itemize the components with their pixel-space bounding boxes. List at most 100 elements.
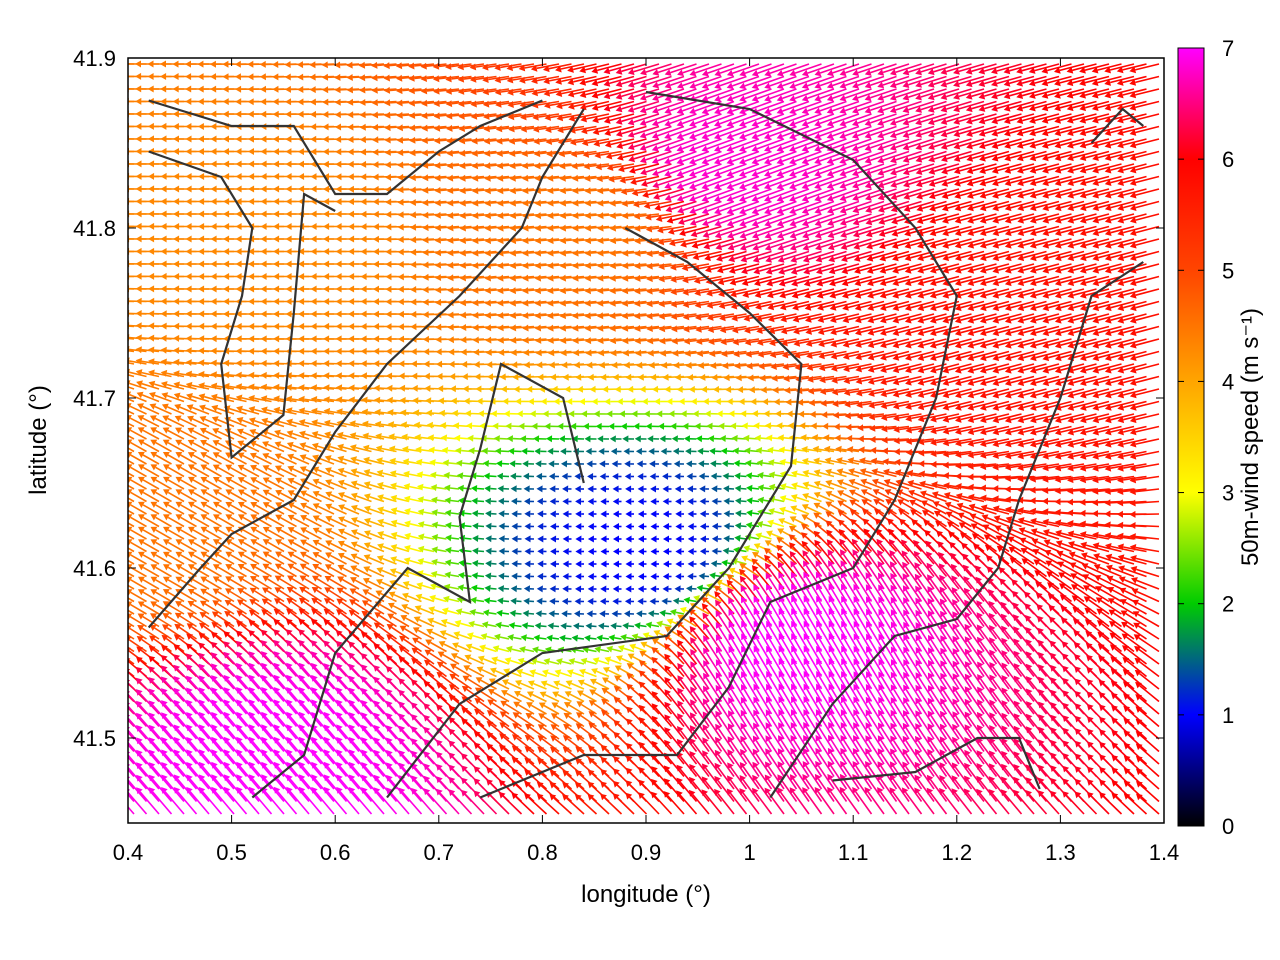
wind-arrowhead	[260, 173, 267, 180]
wind-arrowhead	[627, 143, 635, 151]
wind-arrow	[1021, 100, 1047, 109]
wind-arrowhead	[615, 118, 623, 125]
wind-arrow	[807, 125, 835, 137]
wind-arrow	[971, 138, 997, 147]
wind-arrow	[920, 100, 947, 111]
wind-arrow	[794, 63, 822, 74]
wind-arrow	[1059, 88, 1085, 97]
wind-arrowhead	[965, 67, 973, 75]
wind-arrow	[657, 125, 685, 137]
wind-arrowhead	[966, 117, 973, 125]
wind-arrowhead	[940, 68, 948, 75]
wind-arrowhead	[714, 120, 721, 127]
wind-arrowhead	[739, 145, 746, 153]
wind-arrow	[971, 75, 997, 85]
wind-arrowhead	[676, 157, 684, 165]
wind-arrowhead	[247, 110, 254, 118]
wind-arrowhead	[209, 60, 216, 68]
wind-arrowhead	[522, 187, 529, 195]
wind-arrowhead	[915, 68, 922, 76]
wind-arrowhead	[714, 183, 721, 190]
wind-arrowhead	[764, 69, 772, 77]
wind-arrowhead	[147, 110, 154, 118]
wind-arrow	[572, 63, 597, 71]
wind-arrowhead	[446, 137, 453, 145]
wind-arrowhead	[991, 142, 999, 150]
wind-arrowhead	[321, 61, 328, 69]
wind-arrowhead	[877, 169, 885, 176]
wind-arrow	[983, 75, 1010, 85]
wind-arrowhead	[764, 195, 771, 202]
wind-arrowhead	[457, 63, 464, 71]
wind-arrow	[819, 63, 847, 74]
wind-arrowhead	[1004, 129, 1011, 137]
wind-arrowhead	[1066, 116, 1074, 124]
wind-arrow	[895, 175, 922, 186]
wind-arrowhead	[927, 81, 935, 88]
wind-arrowhead	[247, 60, 254, 68]
wind-arrowhead	[915, 168, 923, 175]
wind-arrowhead	[814, 82, 822, 89]
wind-arrow	[1009, 163, 1035, 172]
wind-arrowhead	[714, 133, 721, 140]
wind-arrow	[707, 63, 735, 74]
wind-arrowhead	[664, 145, 671, 152]
wind-arrow	[997, 163, 1022, 172]
wind-arrowhead	[235, 98, 242, 106]
wind-arrow	[832, 75, 860, 87]
wind-arrow	[1122, 63, 1147, 71]
wind-arrow	[983, 63, 1010, 72]
wind-arrow	[682, 188, 710, 200]
wind-arrowhead	[627, 81, 635, 88]
wind-arrow	[996, 113, 1022, 122]
wind-arrowhead	[701, 132, 709, 140]
wind-arrow	[769, 125, 797, 137]
wind-arrow	[681, 175, 710, 187]
wind-arrow	[707, 75, 735, 87]
wind-arrowhead	[814, 132, 821, 140]
wind-arrow	[1110, 100, 1135, 109]
wind-arrowhead	[521, 162, 529, 170]
wind-arrow	[1047, 125, 1072, 134]
wind-arrowhead	[494, 88, 502, 96]
wind-arrowhead	[347, 160, 354, 168]
wind-arrowhead	[409, 136, 416, 144]
wind-arrowhead	[814, 107, 822, 115]
wind-arrow	[1122, 75, 1147, 84]
wind-arrowhead	[1079, 166, 1087, 174]
wind-arrow	[719, 188, 747, 200]
wind-arrow	[657, 75, 685, 86]
wind-arrow	[845, 63, 872, 74]
wind-arrow	[819, 100, 847, 112]
wind-arrowhead	[285, 185, 292, 193]
wind-arrowhead	[446, 162, 454, 170]
wind-arrowhead	[446, 124, 453, 132]
wind-arrow	[1047, 100, 1072, 109]
wind-arrowhead	[482, 100, 490, 108]
wind-arrowhead	[689, 82, 697, 89]
wind-arrowhead	[1104, 166, 1112, 174]
wind-arrowhead	[572, 187, 579, 195]
wind-arrowhead	[701, 195, 709, 202]
wind-arrow	[744, 75, 772, 87]
wind-arrow	[782, 63, 810, 74]
wind-arrowhead	[714, 145, 721, 153]
wind-arrow	[945, 75, 972, 85]
wind-arrow	[832, 125, 860, 137]
wind-arrow	[694, 188, 722, 200]
wind-arrowhead	[751, 158, 759, 165]
wind-arrow	[681, 125, 710, 137]
wind-arrowhead	[247, 85, 254, 93]
wind-arrowhead	[334, 111, 341, 119]
wind-arrow	[610, 138, 635, 146]
wind-arrowhead	[664, 170, 671, 177]
wind-arrow	[933, 138, 960, 148]
wind-arrowhead	[814, 94, 822, 102]
wind-arrowhead	[173, 135, 179, 143]
wind-arrowhead	[928, 180, 936, 187]
wind-arrow	[1034, 113, 1060, 122]
wind-arrowhead	[978, 117, 986, 125]
wind-arrowhead	[567, 66, 574, 73]
wind-arrow	[781, 150, 810, 162]
wind-arrowhead	[198, 148, 204, 155]
